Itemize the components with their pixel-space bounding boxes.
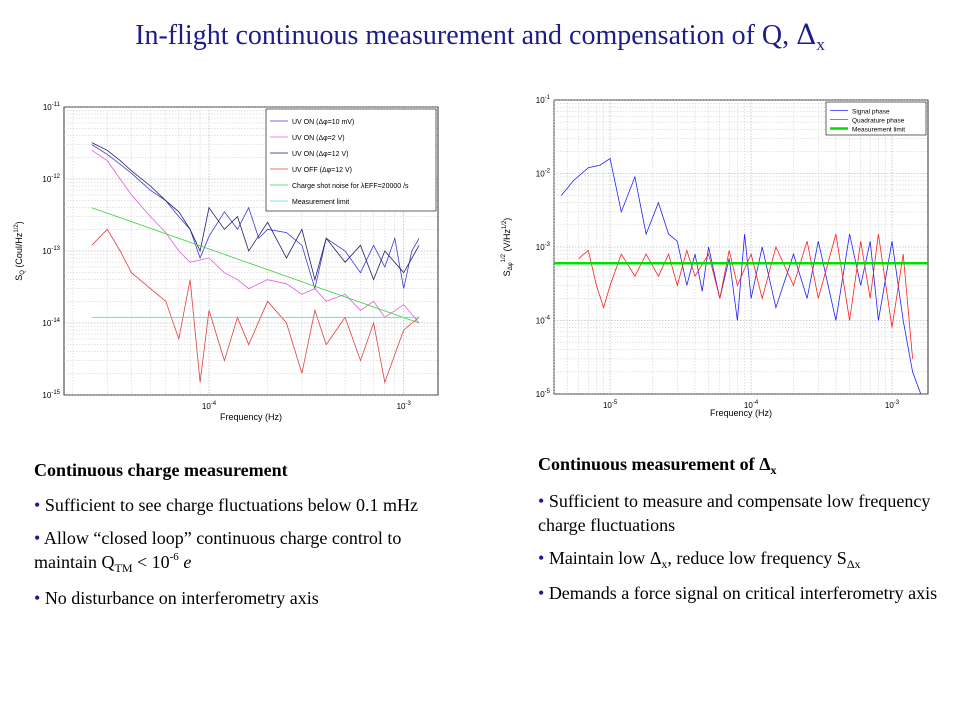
series-layer [91, 142, 420, 384]
series-line [91, 144, 420, 291]
x-tick-label: 10-5 [603, 400, 618, 410]
y-tick-label: 10-2 [536, 169, 551, 179]
legend: Signal phase Quadrature phase Measurement … [825, 101, 927, 136]
series-layer [554, 157, 928, 395]
bullet-subscript-2: Δx [846, 557, 861, 571]
legend: UV ON (Δφ=10 mV) UV ON (Δφ=2 V) UV ON (Δφ=… [265, 108, 437, 212]
series-line [91, 228, 420, 384]
bullet-text: Allow “closed loop” continuous charge co… [34, 528, 402, 572]
series-line [91, 142, 420, 282]
y-tick-label: 10-5 [536, 389, 551, 399]
legend-label: Charge shot noise for λEFF=20000 /s [292, 183, 409, 190]
right-text-block: Continuous measurement of Δx • Sufficien… [538, 452, 938, 614]
y-tick-label: 10-11 [43, 102, 61, 112]
heading-subscript: x [770, 463, 777, 477]
bullet-superscript: -6 [169, 551, 179, 563]
slide-title-text: In-flight continuous measurement and com… [135, 20, 797, 51]
bullet-text: No disturbance on interferometry axis [44, 588, 319, 608]
legend-label: UV ON (Δφ=12 V) [292, 151, 348, 158]
bullet-dot: • [538, 548, 545, 568]
bullet-dot: • [538, 491, 545, 511]
right-bullet-1: • Sufficient to measure and compensate l… [538, 489, 938, 537]
y-tick-label: 10-15 [42, 390, 60, 400]
legend-label: UV ON (Δφ=10 mV) [292, 119, 354, 126]
grid [64, 106, 438, 396]
right-bullet-2: • Maintain low Δx, reduce low frequency … [538, 546, 938, 572]
x-tick-label: 10-4 [744, 400, 759, 410]
bullet-dot: • [34, 588, 41, 608]
left-text-block: Continuous charge measurement • Sufficie… [34, 458, 434, 619]
legend-label: Measurement limit [292, 199, 349, 206]
bullet-subscript: TM [114, 561, 133, 575]
bullet-dot: • [34, 495, 41, 515]
phase-spectrum-chart: 10-5 10-4 10-3 10-5 10-4 10-3 10-2 10-1 Frequen… [501, 95, 929, 418]
y-axis-label: SQ (Coul/Hz1/2) [14, 221, 26, 281]
y-tick-label: 10-3 [536, 242, 551, 252]
tick-labels: 10-5 10-4 10-3 10-5 10-4 10-3 10-2 10-1 [536, 95, 900, 410]
left-bullet-3: • No disturbance on interferometry axis [34, 586, 434, 610]
bullet-text: Sufficient to measure and compensate low… [538, 491, 931, 535]
heading-text: Continuous measurement of [538, 454, 760, 474]
grid [553, 99, 928, 395]
legend-label: UV ON (Δφ=2 V) [292, 135, 345, 142]
bullet-text-c: e [178, 552, 192, 572]
y-tick-label: 10-14 [42, 318, 60, 328]
delta-symbol: Δ [759, 454, 771, 474]
right-bullet-3: • Demands a force signal on critical int… [538, 581, 938, 605]
series-line [578, 233, 913, 359]
x-axis-label: Frequency (Hz) [220, 412, 282, 422]
left-bullet-2: • Allow “closed loop” continuous charge … [34, 526, 434, 577]
bullet-text-b: < 10 [132, 552, 170, 572]
x-tick-label: 10-4 [202, 401, 217, 411]
series-line [91, 207, 420, 324]
x-axis-label: Frequency (Hz) [710, 408, 772, 418]
y-tick-label: 10-13 [42, 246, 60, 256]
bullet-text: Sufficient to see charge fluctuations be… [44, 495, 419, 515]
bullet-subscript: x [661, 557, 668, 571]
y-axis-label: SΔφ1/2 (V/Hz1/2) [501, 218, 514, 277]
title-subscript: x [816, 35, 825, 54]
bullet-dot: • [538, 583, 545, 603]
legend-box [265, 108, 437, 212]
bullet-text: Maintain low [548, 548, 650, 568]
delta-symbol: Δ [796, 18, 817, 51]
bullet-text: Demands a force signal on critical inter… [548, 583, 938, 603]
series-line [91, 149, 420, 324]
legend-label: Quadrature phase [852, 118, 905, 125]
left-bullet-1: • Sufficient to see charge fluctuations … [34, 493, 434, 517]
y-tick-label: 10-1 [536, 95, 551, 105]
charge-spectrum-chart: 10-4 10-3 10-15 10-14 10-13 10-12 10-11 Freque… [14, 102, 439, 422]
left-heading: Continuous charge measurement [34, 460, 288, 480]
delta-symbol: Δ [649, 548, 662, 568]
slide-title: In-flight continuous measurement and com… [0, 18, 960, 54]
bullet-text-b: , reduce low frequency S [667, 548, 847, 568]
y-tick-label: 10-4 [536, 316, 551, 326]
legend-label: UV OFF (Δφ=12 V) [292, 167, 352, 174]
legend-label: Measurement limit [852, 127, 905, 134]
right-heading: Continuous measurement of Δx [538, 452, 938, 478]
y-tick-label: 10-12 [42, 174, 60, 184]
x-tick-label: 10-3 [885, 400, 900, 410]
x-tick-label: 10-3 [397, 401, 412, 411]
legend-label: Signal phase [852, 109, 890, 116]
tick-labels: 10-4 10-3 10-15 10-14 10-13 10-12 10-11 [42, 102, 411, 411]
bullet-dot: • [34, 528, 41, 548]
